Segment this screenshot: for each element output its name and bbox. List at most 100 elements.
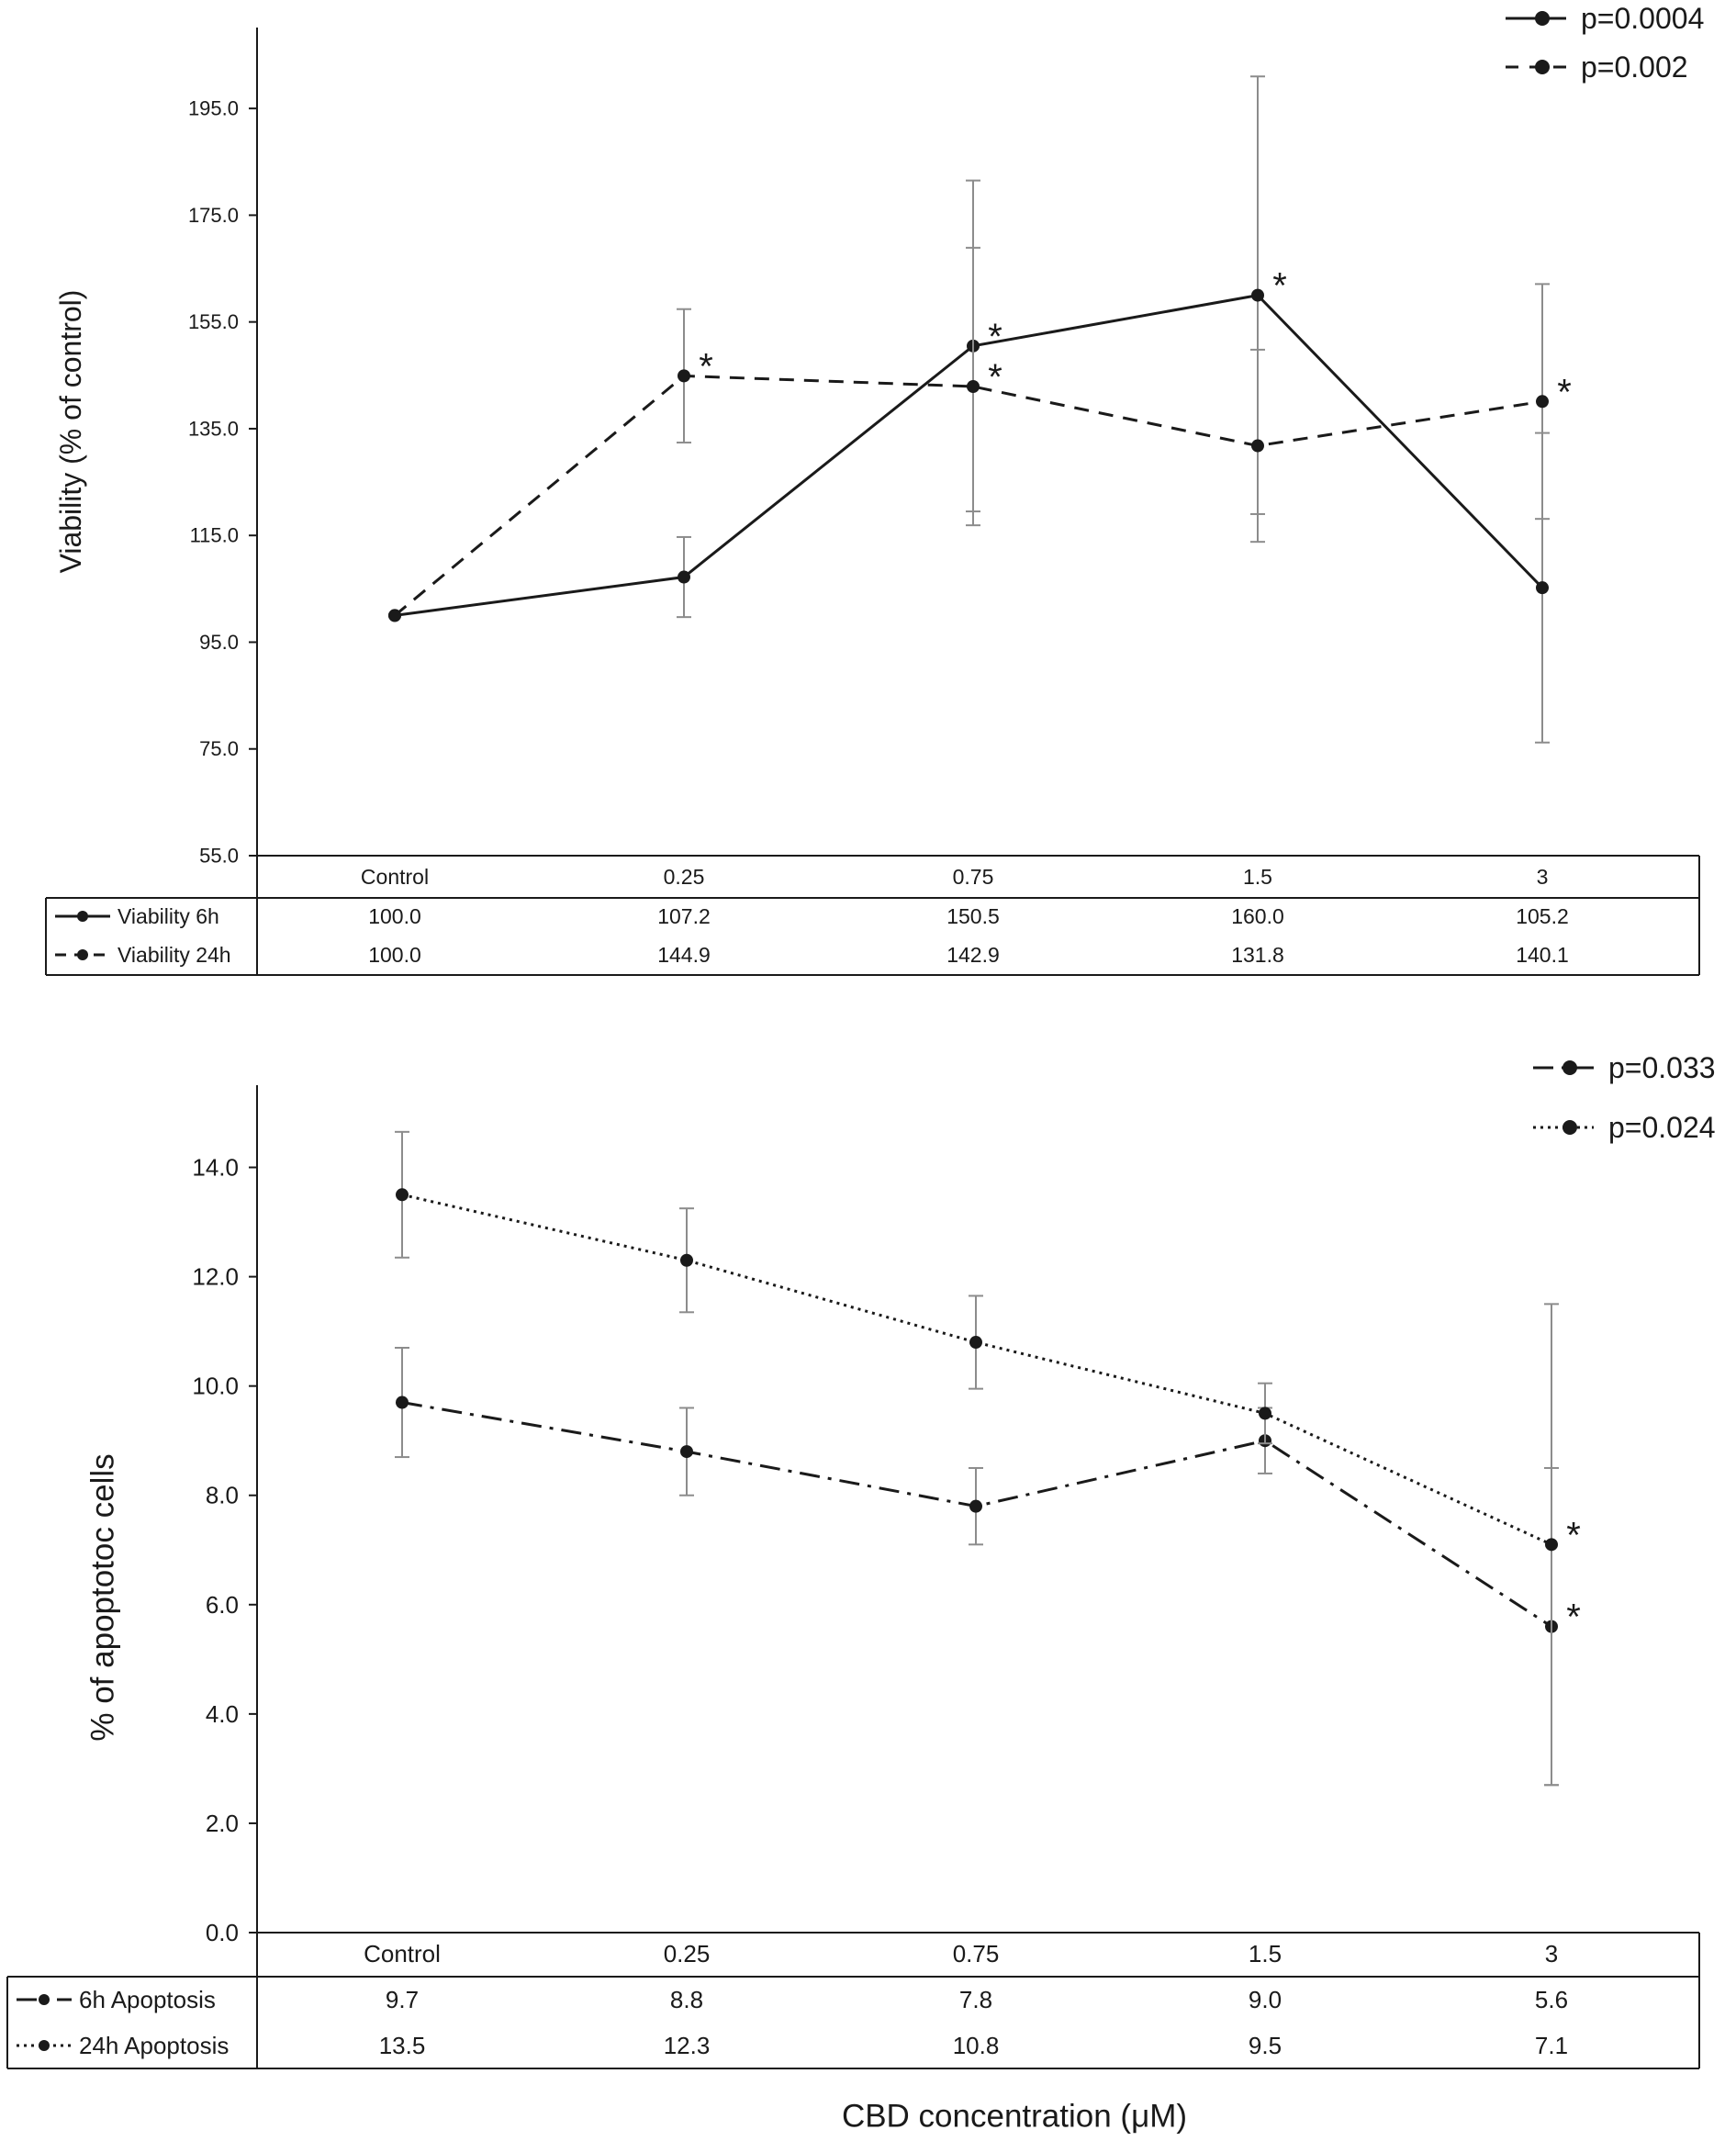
table-legend-key [17,1994,72,2005]
y-tick-label: 12.0 [192,1263,239,1291]
data-point [1251,439,1264,453]
y-tick-label: 8.0 [206,1482,239,1509]
table-key-marker [77,911,88,922]
table-cell-value: 100.0 [368,943,421,967]
x-category-label: Control [361,865,429,889]
table-key-marker [39,1994,50,2005]
table-legend-key [55,911,110,922]
y-axis-label: % of apoptotoc cells [85,1453,121,1741]
x-category-label: 0.75 [953,865,994,889]
y-tick-label: 95.0 [199,631,239,654]
table-cell-value: 8.8 [670,1986,703,2013]
table-cell-value: 7.1 [1535,2032,1568,2059]
y-tick-label: 115.0 [190,524,239,547]
y-axis-label: Viability (% of control) [54,290,87,574]
data-point [969,1499,982,1513]
series-1: * [395,1346,1581,1787]
data-point [1259,1407,1271,1420]
x-category-label: 1.5 [1249,1940,1282,1967]
legend-label: p=0.033 [1608,1051,1716,1084]
series-line [394,374,1543,617]
table-cell-value: 131.8 [1231,943,1284,967]
x-category-label: 0.75 [953,1940,1000,1967]
table-cell-value: 140.1 [1516,943,1569,967]
y-tick-label: 6.0 [206,1591,239,1619]
data-table: Control 0.25 0.75 1.5 3 6h Apoptosis 9.7 8.8 7.8… [6,1932,1700,2069]
table-row-header: Viability 24h [118,943,231,967]
table-row-header: 6h Apoptosis [79,1986,216,2013]
y-tick-label: 75.0 [199,737,239,760]
chart-1: 55.0 75.0 95.0 115.0 135.0 155.0 175.0 195.0 Via… [45,2,1704,976]
data-point [388,609,401,622]
y-tick-label: 195.0 [188,97,239,120]
series-2: * * * [388,246,1572,622]
table-cell-value: 107.2 [657,904,711,928]
table-key-marker [39,2040,50,2051]
table-cell-value: 160.0 [1231,904,1284,928]
data-table: Control 0.25 0.75 1.5 3 Viability 6h 100.0 107.… [45,855,1700,976]
y-tick-label: 155.0 [188,310,239,333]
table-legend-key [17,2040,72,2051]
table-cell-value: 10.8 [953,2032,1000,2059]
y-tick-label: 14.0 [192,1154,239,1182]
chart-2: 0.0 2.0 4.0 6.0 8.0 10.0 12.0 14.0 % of apoptoto… [6,1051,1716,2135]
legend-entry: p=0.0004 [1506,2,1704,35]
table-cell-value: 7.8 [959,1986,992,2013]
y-tick-label: 4.0 [206,1700,239,1728]
data-point [396,1396,409,1409]
y-tick-label: 0.0 [206,1919,239,1946]
table-row-header: Viability 6h [118,904,219,928]
legend-label: p=0.0004 [1581,2,1704,35]
data-point [967,380,980,394]
table-cell-value: 12.3 [664,2032,711,2059]
table-cell-value: 5.6 [1535,1986,1568,2013]
legend-entry: p=0.033 [1533,1051,1716,1084]
significance-asterisk: * [1272,266,1287,307]
x-category-label: 3 [1545,1940,1558,1967]
table-cell-value: 13.5 [379,2032,426,2059]
data-point [396,1188,409,1202]
data-point [1536,581,1549,595]
table-cell-value: 9.7 [386,1986,419,2013]
significance-asterisk: * [699,346,713,387]
table-cell-value: 100.0 [368,904,421,928]
significance-asterisk: * [1557,372,1572,412]
data-point [1251,288,1264,302]
data-point [1545,1538,1558,1552]
legend-marker [1562,1120,1577,1135]
table-cell-value: 9.5 [1249,2032,1282,2059]
data-point [680,1445,693,1459]
x-category-label: 1.5 [1243,865,1272,889]
table-row-header: 24h Apoptosis [79,2032,229,2059]
x-axis-label: CBD concentration (μM) [842,2099,1187,2135]
x-category-label: 0.25 [664,865,705,889]
significance-asterisk: * [988,317,1002,357]
table-cell-value: 105.2 [1516,904,1569,928]
legend-entry: p=0.024 [1533,1111,1716,1144]
significance-asterisk: * [988,357,1002,398]
x-category-label: 3 [1537,865,1549,889]
table-key-marker [77,949,88,960]
x-category-label: Control [364,1940,441,1967]
legend-marker [1535,11,1550,26]
legend-marker [1562,1060,1577,1075]
x-category-label: 0.25 [664,1940,711,1967]
table-cell-value: 9.0 [1249,1986,1282,2013]
table-cell-value: 144.9 [657,943,711,967]
y-tick-label: 55.0 [199,845,239,868]
legend-marker [1535,60,1550,74]
table-cell-value: 150.5 [946,904,1000,928]
legend-label: p=0.024 [1608,1111,1716,1144]
legend-label: p=0.002 [1581,50,1688,84]
series-1: ** [388,75,1550,744]
significance-asterisk: * [1566,1597,1581,1638]
y-tick-label: 175.0 [188,204,239,227]
y-tick-label: 135.0 [188,417,239,440]
data-point [680,1253,693,1267]
data-point [678,369,690,383]
y-tick-label: 2.0 [206,1810,239,1837]
significance-asterisk: * [1566,1515,1581,1555]
data-point [678,570,690,584]
